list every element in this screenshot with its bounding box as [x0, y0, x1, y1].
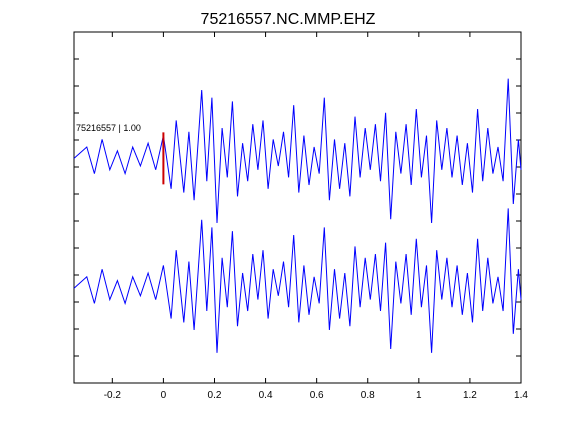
x-tick-label: 0.8 — [361, 390, 375, 401]
x-tick-label: 1 — [416, 390, 422, 401]
x-tick-label: 0.6 — [310, 390, 324, 401]
x-tick-label: 0.4 — [259, 390, 273, 401]
trace-label: 75216557 | 1.00 — [76, 123, 141, 133]
x-ticks: -0.2 0 0.2 0.4 0.6 0.8 1 1.2 1.4 — [104, 32, 528, 401]
x-tick-label: 0.2 — [208, 390, 222, 401]
trace-line — [73, 208, 522, 353]
traces — [73, 78, 522, 353]
trace-line — [73, 78, 522, 224]
plot-frame — [73, 31, 522, 384]
x-tick-label: 1.2 — [463, 390, 477, 401]
x-tick-label: 1.4 — [514, 390, 528, 401]
x-tick-label: -0.2 — [104, 390, 122, 401]
x-tick-label: 0 — [161, 390, 167, 401]
chart-title: 75216557.NC.MMP.EHZ — [201, 11, 376, 28]
